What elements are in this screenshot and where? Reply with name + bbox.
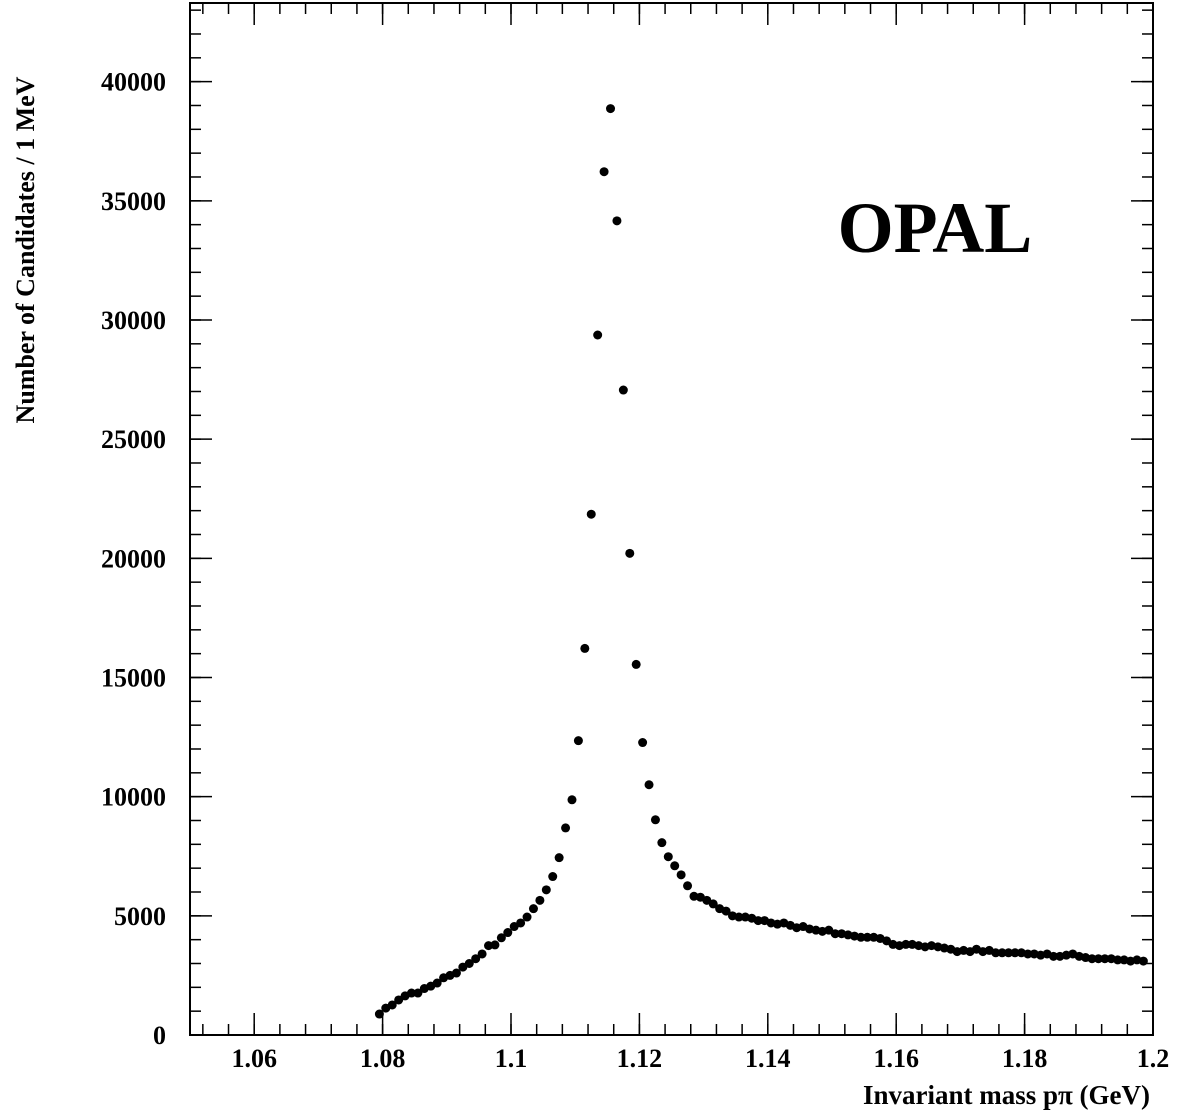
data-point [991,948,1001,958]
data-point [548,872,558,882]
data-point [663,852,673,862]
data-point [618,385,628,395]
data-point [1010,948,1020,958]
x-tick-label: 1.08 [360,1044,406,1073]
data-point [1093,954,1103,964]
y-axis-label: Number of Candidates / 1 MeV [11,76,40,423]
data-point [394,995,404,1005]
data-point [856,932,866,942]
data-point [561,823,571,833]
data-point [650,815,660,825]
data-point [708,899,718,909]
data-point [1048,951,1058,961]
data-point [753,916,763,926]
y-tick-label: 30000 [101,306,166,335]
x-axis-label: Invariant mass pπ (GeV) [863,1080,1150,1110]
data-point [1087,954,1097,964]
y-tick-label: 40000 [101,68,166,97]
x-tick-label: 1.12 [617,1044,663,1073]
y-tick-label: 5000 [114,902,166,931]
x-tick-label: 1.2 [1137,1044,1170,1073]
data-point [670,861,680,871]
data-point [631,659,641,669]
data-point [451,968,461,978]
data-point [638,738,648,748]
data-point [599,167,609,177]
data-point [554,853,564,863]
annotation: OPAL [838,188,1033,268]
data-point [1113,955,1123,965]
x-tick-label: 1.16 [873,1044,919,1073]
data-point [1023,949,1033,959]
data-point [586,509,596,519]
y-tick-label: 15000 [101,663,166,692]
y-tick-label: 0 [153,1021,166,1050]
y-tick-label: 25000 [101,425,166,454]
y-tick-label: 10000 [101,783,166,812]
data-point [580,643,590,653]
data-point [644,780,654,790]
x-tick-label: 1.06 [231,1044,277,1073]
data-point [516,918,526,928]
data-point [471,954,481,964]
data-point [657,838,667,848]
data-point [734,912,744,922]
y-tick-label: 35000 [101,187,166,216]
data-point [676,870,686,880]
x-tick-label: 1.14 [745,1044,791,1073]
data-point [1100,954,1110,964]
y-tick-label: 20000 [101,544,166,573]
data-point [522,912,532,922]
data-point [490,940,500,950]
data-point [721,906,731,916]
data-point [901,939,911,949]
data-point [830,929,840,939]
data-point [1138,956,1148,966]
data-point [573,736,583,746]
data-point [477,949,487,959]
x-tick-label: 1.1 [495,1044,528,1073]
plot-frame [189,2,1154,1036]
data-point [496,933,506,943]
data-point [374,1009,384,1019]
data-point [464,958,474,968]
data-point [541,885,551,895]
data-point [503,928,513,938]
data-point [413,988,423,998]
x-tick-label: 1.18 [1002,1044,1048,1073]
data-point [1004,948,1014,958]
data-point [567,795,577,805]
data-point [612,216,622,226]
data-point [387,1000,397,1010]
data-point [528,904,538,914]
data-point [862,932,872,942]
data-point [535,895,545,905]
data-point [997,948,1007,958]
data-point [683,881,693,891]
data-point [625,548,635,558]
data-point [593,330,603,340]
data-point [606,104,616,114]
data-point [432,978,442,988]
data-point [406,988,416,998]
